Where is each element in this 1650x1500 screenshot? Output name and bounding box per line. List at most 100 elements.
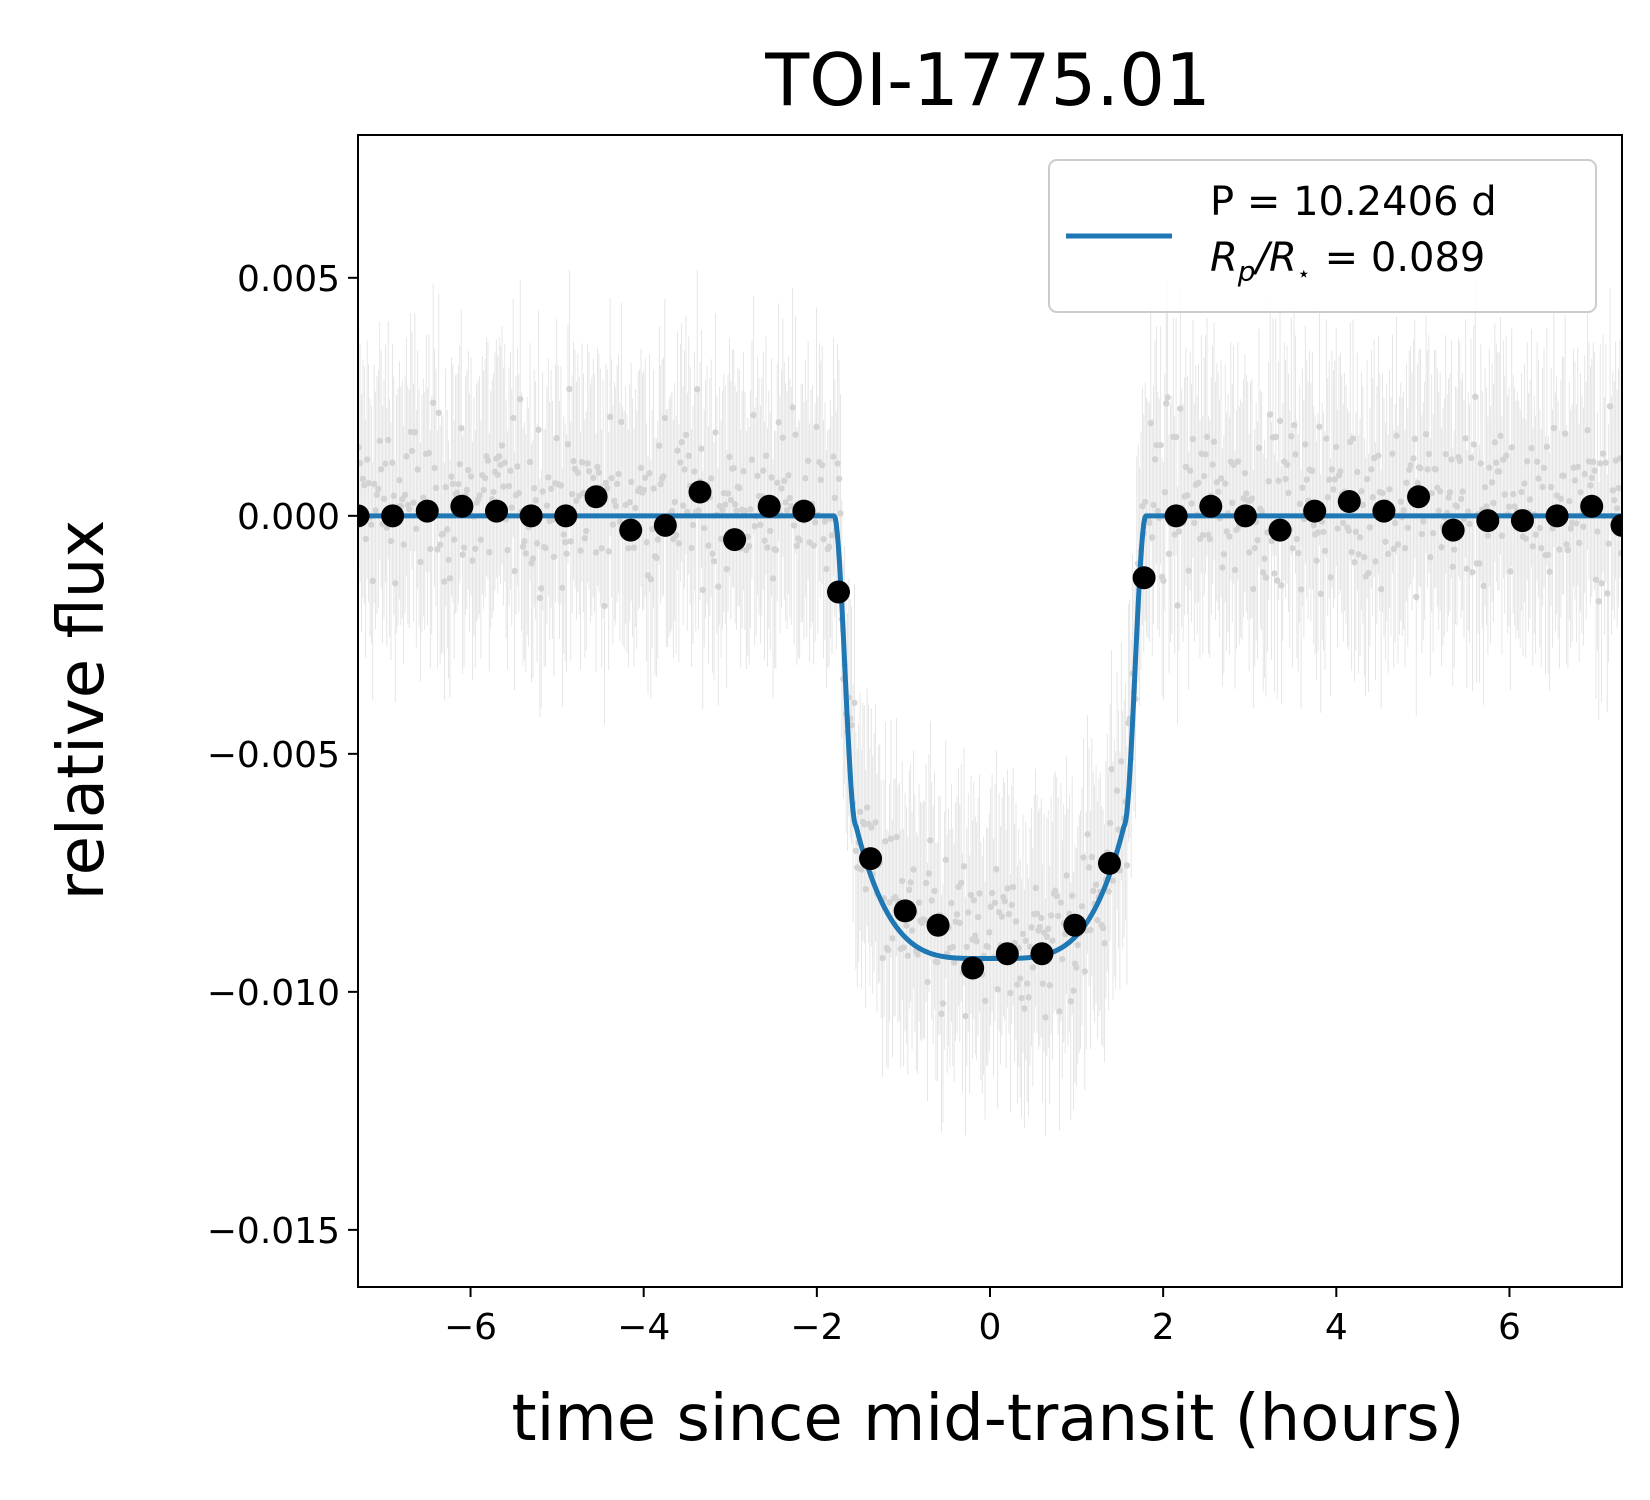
raw-point bbox=[1248, 495, 1256, 502]
legend-box bbox=[1048, 159, 1597, 313]
raw-point bbox=[1533, 458, 1541, 465]
raw-point bbox=[1528, 444, 1535, 452]
binned-point bbox=[723, 528, 747, 552]
raw-point bbox=[1288, 433, 1295, 440]
raw-point bbox=[927, 837, 934, 844]
raw-point bbox=[730, 464, 737, 472]
raw-point bbox=[852, 847, 860, 854]
raw-point bbox=[465, 466, 472, 474]
binned-point bbox=[1030, 942, 1054, 966]
raw-point bbox=[772, 546, 780, 554]
raw-point bbox=[767, 527, 774, 535]
raw-point bbox=[1163, 400, 1170, 407]
raw-point bbox=[796, 537, 803, 544]
raw-point bbox=[625, 545, 632, 552]
raw-point bbox=[1488, 479, 1496, 486]
raw-point bbox=[1254, 536, 1261, 544]
binned-point bbox=[358, 504, 370, 528]
raw-point bbox=[1591, 467, 1598, 474]
raw-point bbox=[389, 459, 396, 466]
raw-point bbox=[469, 557, 476, 564]
raw-point bbox=[1296, 500, 1303, 508]
raw-point bbox=[1403, 479, 1410, 486]
chart-title: TOI-1775.01 bbox=[764, 38, 1211, 122]
raw-point bbox=[1007, 989, 1014, 997]
raw-point bbox=[448, 473, 455, 480]
raw-point bbox=[1580, 523, 1587, 530]
binned-point bbox=[1545, 504, 1569, 528]
binned-point bbox=[554, 504, 578, 528]
raw-point bbox=[601, 602, 608, 610]
raw-point bbox=[505, 482, 513, 490]
raw-point bbox=[1550, 424, 1558, 432]
raw-point bbox=[1068, 892, 1076, 899]
raw-point bbox=[764, 544, 771, 551]
raw-point bbox=[1401, 544, 1409, 552]
raw-point bbox=[449, 480, 456, 488]
raw-point bbox=[1157, 441, 1164, 449]
raw-point bbox=[1226, 533, 1233, 540]
raw-point bbox=[1231, 566, 1239, 574]
raw-point bbox=[785, 472, 792, 479]
raw-point bbox=[1022, 937, 1030, 944]
raw-point bbox=[434, 546, 441, 553]
raw-point bbox=[1368, 466, 1375, 473]
raw-point bbox=[821, 518, 829, 525]
raw-point bbox=[1081, 968, 1089, 975]
raw-point bbox=[574, 469, 581, 476]
y-tick-label: −0.005 bbox=[207, 735, 340, 776]
raw-point bbox=[1592, 576, 1600, 583]
raw-point bbox=[790, 522, 798, 529]
raw-point bbox=[377, 466, 385, 473]
raw-point bbox=[1394, 541, 1402, 548]
raw-point bbox=[1014, 981, 1021, 988]
raw-point bbox=[1334, 525, 1341, 532]
binned-point bbox=[1510, 509, 1534, 533]
raw-point bbox=[705, 542, 712, 549]
raw-point bbox=[922, 879, 930, 887]
raw-point bbox=[363, 456, 371, 463]
raw-point bbox=[1417, 464, 1424, 472]
binned-point bbox=[859, 847, 883, 871]
raw-point bbox=[835, 475, 843, 483]
raw-point bbox=[647, 576, 655, 583]
y-tick-label: −0.015 bbox=[207, 1211, 340, 1252]
raw-point bbox=[501, 459, 508, 466]
raw-point bbox=[1384, 550, 1392, 558]
raw-point bbox=[1219, 564, 1226, 571]
raw-point bbox=[1602, 459, 1610, 466]
raw-point bbox=[1507, 568, 1514, 575]
raw-point bbox=[417, 558, 424, 566]
raw-point bbox=[1272, 433, 1280, 441]
raw-point bbox=[786, 494, 794, 502]
raw-point bbox=[406, 505, 413, 513]
raw-point bbox=[568, 490, 576, 498]
raw-point bbox=[602, 479, 610, 487]
raw-point bbox=[974, 913, 982, 921]
raw-point bbox=[761, 537, 768, 544]
raw-point bbox=[609, 521, 617, 528]
raw-point bbox=[559, 584, 566, 591]
raw-point bbox=[1327, 574, 1334, 581]
raw-point bbox=[1161, 488, 1169, 496]
raw-point bbox=[1539, 483, 1546, 491]
raw-point bbox=[1453, 503, 1461, 510]
raw-point bbox=[1090, 887, 1097, 895]
raw-point bbox=[529, 555, 537, 562]
raw-point bbox=[1234, 458, 1242, 465]
raw-point bbox=[1202, 451, 1209, 458]
raw-point bbox=[1154, 507, 1162, 515]
raw-point bbox=[1493, 459, 1500, 466]
raw-point bbox=[1375, 452, 1382, 459]
raw-point bbox=[1146, 519, 1153, 526]
raw-point bbox=[1084, 831, 1091, 838]
raw-point bbox=[1389, 450, 1396, 457]
raw-point bbox=[1038, 914, 1045, 922]
raw-point bbox=[627, 478, 635, 486]
raw-point bbox=[1024, 980, 1031, 987]
raw-point bbox=[1220, 551, 1228, 558]
raw-point bbox=[1203, 433, 1211, 441]
raw-point bbox=[1379, 489, 1386, 497]
raw-point bbox=[938, 1010, 945, 1018]
raw-point bbox=[754, 472, 761, 480]
